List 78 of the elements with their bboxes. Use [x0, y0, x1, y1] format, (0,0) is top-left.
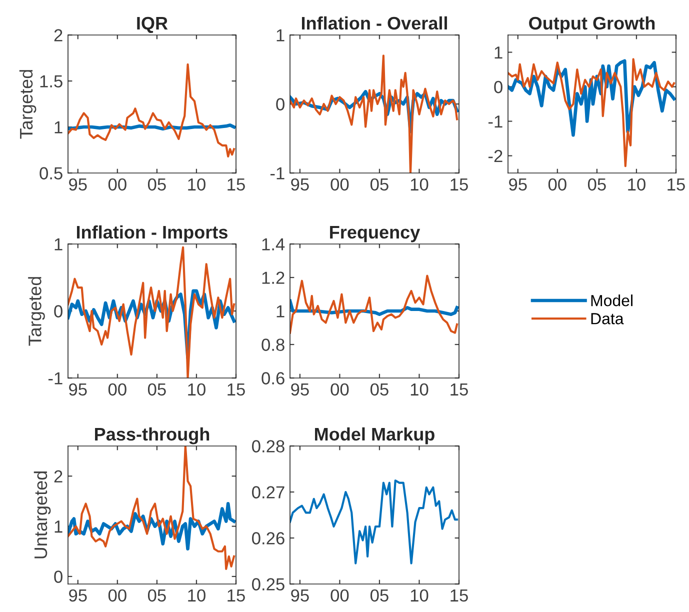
- line-series: [68, 246, 236, 378]
- y-tick-label: 0.28: [252, 440, 284, 452]
- x-tick-label: 00: [108, 383, 126, 396]
- x-tick-label: 10: [410, 589, 428, 602]
- x-tick-label: 10: [410, 178, 428, 191]
- x-tick-label: 10: [410, 383, 428, 396]
- y-tick-label: 0: [494, 80, 502, 94]
- x-tick-label: 95: [291, 589, 309, 602]
- line-series: [68, 63, 236, 158]
- chart-title: Inflation - Imports: [76, 225, 228, 242]
- y-tick-label: 1: [276, 305, 284, 318]
- chart-title: Inflation - Overall: [302, 16, 447, 30]
- x-tick-label: 05: [148, 589, 166, 602]
- y-tick-label: -1: [270, 167, 284, 180]
- x-tick-label: 00: [108, 178, 126, 191]
- x-tick-label: 00: [548, 178, 566, 191]
- y-tick-label: 0.25: [252, 578, 284, 590]
- y-tick-label: 0: [54, 305, 62, 318]
- y-tick-label: 1: [276, 29, 284, 42]
- x-tick-label: 15: [450, 384, 468, 396]
- chart-title: Frequency: [330, 226, 420, 242]
- x-tick-label: 95: [291, 178, 309, 191]
- line-series: [290, 274, 458, 334]
- x-tick-label: 10: [628, 178, 646, 191]
- x-tick-label: 05: [370, 383, 388, 396]
- chart-title: Output Growth: [529, 16, 655, 34]
- y-tick-label: -2: [488, 150, 502, 162]
- y-tick-label: 1.4: [262, 238, 285, 250]
- chart-title: Pass-through: [95, 427, 210, 444]
- x-tick-label: 05: [370, 178, 388, 191]
- x-tick-label: 05: [148, 178, 166, 191]
- y-axis-title: Targeted: [19, 70, 36, 139]
- y-tick-label: 0.8: [262, 338, 284, 351]
- x-tick-label: 05: [370, 589, 388, 602]
- y-tick-label: 0.26: [252, 532, 284, 544]
- chart-title: IQR: [137, 16, 168, 33]
- x-tick-label: 15: [668, 178, 685, 191]
- x-tick-label: 95: [69, 589, 87, 602]
- x-tick-label: 15: [228, 384, 245, 396]
- y-axis-title: Untargeted: [34, 471, 51, 558]
- y-tick-label: 1: [54, 238, 62, 250]
- y-tick-label: 1: [494, 46, 502, 59]
- x-tick-label: 00: [108, 589, 126, 602]
- x-tick-label: 95: [509, 178, 527, 191]
- y-tick-label: 1.2: [262, 272, 284, 284]
- y-tick-label: 2: [54, 470, 62, 482]
- x-tick-label: 15: [228, 178, 245, 191]
- y-tick-label: 0: [276, 98, 284, 110]
- y-tick-label: 0.27: [252, 486, 284, 498]
- x-tick-label: 00: [330, 383, 349, 396]
- x-tick-label: 15: [228, 590, 245, 602]
- x-tick-label: 00: [330, 178, 349, 191]
- x-tick-label: 05: [588, 178, 606, 191]
- x-tick-label: 15: [450, 178, 468, 191]
- y-tick-label: -1: [488, 116, 502, 128]
- x-tick-label: 10: [188, 589, 206, 602]
- legend-label: Model: [591, 294, 632, 306]
- y-tick-label: -1: [48, 372, 62, 384]
- line-series: [290, 479, 458, 564]
- x-tick-label: 00: [330, 589, 349, 602]
- x-tick-label: 95: [291, 383, 309, 396]
- y-axis-title: Targeted: [28, 277, 45, 346]
- y-tick-label: 0: [54, 570, 62, 583]
- y-tick-label: 1: [54, 520, 62, 533]
- x-tick-label: 15: [450, 590, 468, 602]
- x-tick-label: 95: [69, 178, 87, 191]
- x-tick-label: 10: [188, 383, 206, 396]
- x-tick-label: 05: [148, 383, 166, 396]
- x-tick-label: 95: [69, 383, 87, 396]
- y-tick-label: 0.5: [40, 167, 62, 180]
- x-tick-label: 10: [188, 178, 206, 191]
- y-tick-label: 0.6: [262, 372, 284, 384]
- y-tick-label: 1: [54, 121, 62, 134]
- chart-title: Model Markup: [315, 427, 434, 444]
- legend-label: Data: [591, 313, 624, 324]
- line-series: [508, 58, 676, 168]
- y-tick-label: 1.5: [40, 75, 62, 88]
- y-tick-label: 2: [54, 29, 62, 42]
